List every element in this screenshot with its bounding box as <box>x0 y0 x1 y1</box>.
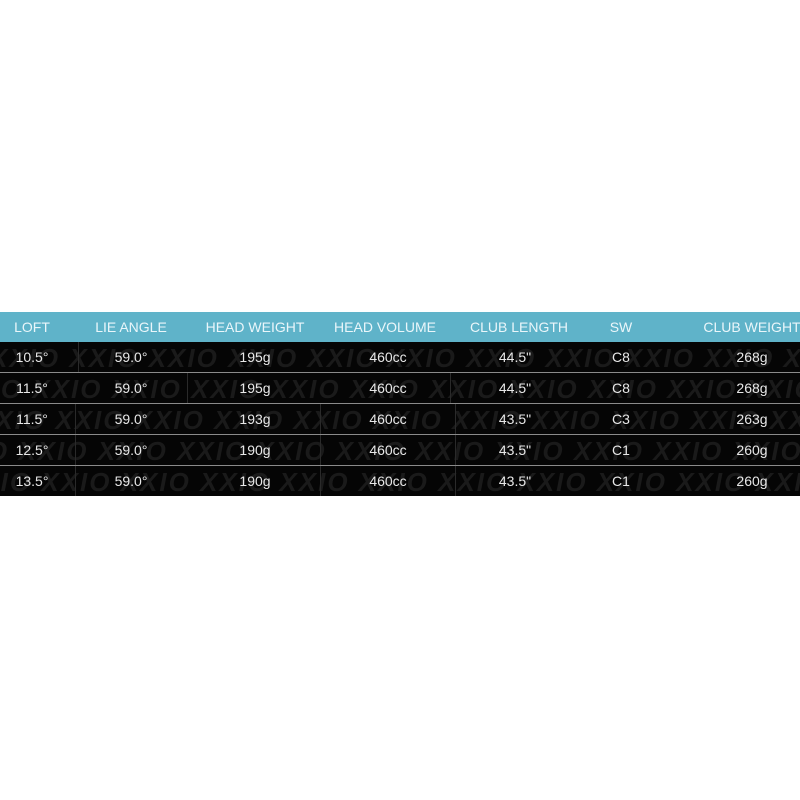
column-divider <box>320 466 321 496</box>
cell-head-volume: 460cc <box>369 442 407 458</box>
cell-loft: 11.5° <box>16 411 48 427</box>
column-divider <box>455 435 456 465</box>
header-lie-angle: LIE ANGLE <box>95 319 167 335</box>
cell-lie-angle: 59.0° <box>114 380 148 396</box>
table-header: LOFT LIE ANGLE HEAD WEIGHT HEAD VOLUME C… <box>0 312 800 342</box>
column-divider <box>75 435 76 465</box>
table-row: XXIO XXIO XXIO XXIO XXIO XXIO XXIO XXIO … <box>0 403 800 434</box>
cell-club-length: 43.5" <box>498 473 532 489</box>
header-club-weight: CLUB WEIGHT <box>703 319 800 335</box>
specs-table: LOFT LIE ANGLE HEAD WEIGHT HEAD VOLUME C… <box>0 312 800 496</box>
column-divider <box>75 404 76 434</box>
cell-head-weight: 190g <box>239 473 271 489</box>
cell-loft: 11.5° <box>16 380 48 396</box>
column-divider <box>78 342 79 372</box>
cell-lie-angle: 59.0° <box>114 411 148 427</box>
cell-club-length: 43.5" <box>498 411 532 427</box>
cell-head-weight: 195g <box>239 349 271 365</box>
column-divider <box>455 466 456 496</box>
table-row: XXIO XXIO XXIO XXIO XXIO XXIO XXIO XXIO … <box>0 372 800 403</box>
cell-head-weight: 195g <box>239 380 271 396</box>
header-club-length: CLUB LENGTH <box>469 319 569 335</box>
cell-club-weight: 268g <box>736 349 768 365</box>
cell-sw: C3 <box>612 411 630 427</box>
column-divider <box>187 373 188 403</box>
cell-club-weight: 268g <box>736 380 768 396</box>
cell-lie-angle: 59.0° <box>114 349 148 365</box>
cell-head-weight: 193g <box>239 411 271 427</box>
cell-lie-angle: 59.0° <box>114 473 148 489</box>
cell-loft: 12.5° <box>15 442 49 458</box>
cell-club-length: 44.5" <box>498 380 532 396</box>
cell-head-volume: 460cc <box>369 473 407 489</box>
cell-club-length: 44.5" <box>498 349 532 365</box>
cell-loft: 13.5° <box>15 473 49 489</box>
table-row: XXIO XXIO XXIO XXIO XXIO XXIO XXIO XXIO … <box>0 434 800 465</box>
cell-club-length: 43.5" <box>498 442 532 458</box>
cell-sw: C8 <box>612 349 630 365</box>
column-divider <box>320 404 321 434</box>
table-row: XXIO XXIO XXIO XXIO XXIO XXIO XXIO XXIO … <box>0 342 800 372</box>
header-head-volume: HEAD VOLUME <box>334 319 436 335</box>
cell-head-volume: 460cc <box>369 349 407 365</box>
cell-club-weight: 263g <box>736 411 768 427</box>
header-sw: SW <box>609 319 633 335</box>
cell-lie-angle: 59.0° <box>114 442 148 458</box>
column-divider <box>75 466 76 496</box>
cell-loft: 10.5° <box>15 349 49 365</box>
column-divider <box>320 435 321 465</box>
header-head-weight: HEAD WEIGHT <box>205 319 305 335</box>
cell-sw: C1 <box>612 473 630 489</box>
cell-sw: C8 <box>612 380 630 396</box>
cell-head-volume: 460cc <box>369 411 407 427</box>
cell-sw: C1 <box>612 442 630 458</box>
table-row: XXIO XXIO XXIO XXIO XXIO XXIO XXIO XXIO … <box>0 465 800 496</box>
cell-head-volume: 460cc <box>369 380 407 396</box>
cell-club-weight: 260g <box>736 473 768 489</box>
column-divider <box>455 404 456 434</box>
column-divider <box>450 373 451 403</box>
cell-head-weight: 190g <box>239 442 271 458</box>
header-loft: LOFT <box>14 319 50 335</box>
cell-club-weight: 260g <box>736 442 768 458</box>
